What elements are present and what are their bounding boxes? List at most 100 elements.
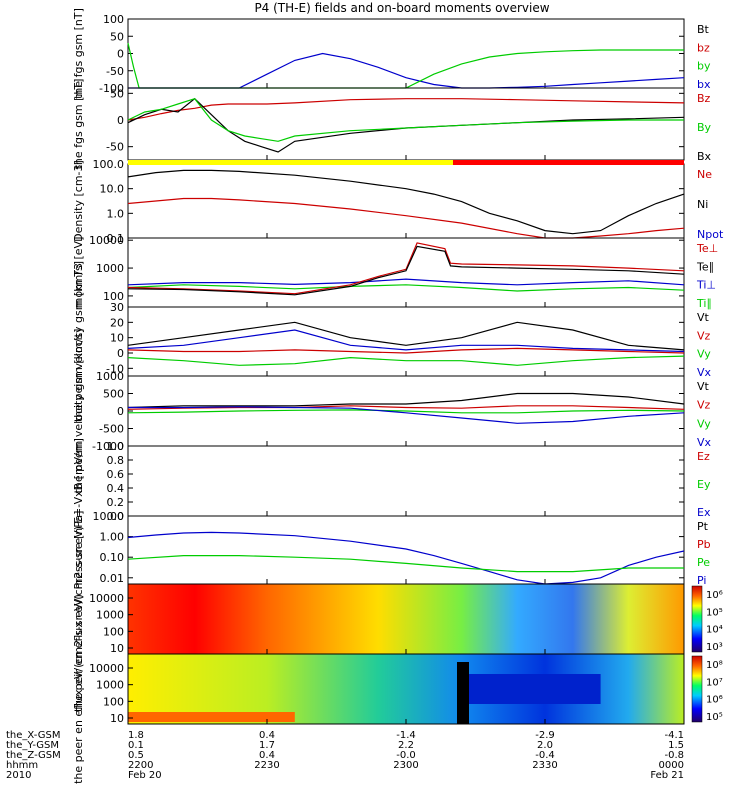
panel-frame [127, 237, 685, 308]
ephemeris-value: 1.5 [668, 740, 684, 751]
series-Te∥-line [127, 245, 685, 296]
panel-1: 100 50 0 -50 -100 the fgs gsm [nT] Bt bz by bx [72, 8, 711, 99]
y-tick-label: 50 [110, 87, 124, 100]
y-axis-label: E=-VxB [mV/m] [72, 438, 85, 524]
series-Pe-line [127, 554, 684, 573]
colorbar-tick-label: 10⁵ [706, 712, 723, 723]
spectrogram-band [128, 712, 295, 722]
legend-entry: Ti∥ [696, 297, 712, 310]
y-axis-label: the fgs gsm [nT] [72, 8, 85, 99]
ephemeris-value: 0.1 [128, 740, 144, 751]
y-tick-label: 10000 [89, 592, 124, 605]
colorbar-tick-label: 10⁷ [706, 677, 723, 688]
y-tick-label: 0.8 [107, 454, 125, 467]
y-tick-label: 0 [117, 114, 124, 127]
y-tick-label: 1.0 [107, 207, 125, 220]
y-tick-label: 20 [110, 316, 124, 329]
series-Ne-line [127, 197, 685, 239]
legend-entry: Vx [697, 366, 712, 379]
panel-7: 1.00.80.60.40.20.0 E=-VxB [mV/m] Ez Ey Ex [72, 438, 711, 524]
y-tick-label: 1000 [96, 609, 124, 622]
colorbar [691, 655, 703, 723]
y-tick-label: 1.00 [100, 531, 125, 544]
y-tick-label: -50 [106, 65, 124, 78]
legend-entry: Vz [697, 329, 711, 342]
colorbar-tick-label: 10³ [706, 642, 723, 653]
y-tick-label: 0.2 [107, 496, 125, 509]
data-gap [457, 662, 469, 724]
legend-entry: Ni [697, 198, 708, 211]
y-tick-label: 0.10 [100, 551, 125, 564]
series-Ti∥-line [127, 284, 685, 292]
legend-entry: Vz [697, 399, 711, 412]
ephemeris-label: the_X-GSM [6, 730, 60, 741]
series-Vz-line [127, 347, 685, 354]
colorbar [691, 585, 703, 653]
y-axis-label: the peir en eflux eV/(cm2-s-sr-eV) [72, 526, 85, 712]
series-Vt-line [127, 392, 685, 409]
y-tick-label: 0 [117, 405, 124, 418]
ephemeris-label: the_Z-GSM [6, 750, 61, 761]
y-tick-label: 10000 [89, 234, 124, 247]
legend-entry: Vt [697, 311, 710, 324]
ephemeris-value: 2230 [254, 760, 279, 771]
panel-9: 10⁶ 10⁵ 10⁴ 10³ 10000 1000 100 10 the peir en ef… [72, 526, 723, 712]
y-tick-label: 100.0 [93, 158, 125, 171]
y-tick-label: 0.6 [107, 468, 125, 481]
series-Bx-line [127, 97, 685, 153]
legend-entry: by [697, 60, 711, 73]
ephemeris-value: 2.0 [537, 740, 553, 751]
y-axis-label: the peer en eflux eV/(cm2-s-sr-eV) [72, 594, 85, 784]
y-axis-label: the peem velocity gsm [km/s] [72, 329, 85, 494]
panel-frame [127, 163, 685, 239]
legend-entry: Pi [697, 574, 706, 587]
series-Vx-line [127, 329, 685, 353]
y-tick-label: 0 [117, 48, 124, 61]
legend-entry: Ti⊥ [696, 279, 716, 292]
y-axis-label: Density [cm-3] [72, 160, 85, 242]
legend-entry: Vt [697, 380, 710, 393]
y-tick-label: 50 [110, 30, 124, 43]
panel-2: 50 0 -50 the fgs gsm [nT] Bz By Bx [72, 79, 712, 170]
quality-flag-red [453, 160, 684, 165]
series-Bz-line [127, 98, 685, 121]
colorbar-tick-label: 10⁴ [706, 625, 723, 636]
ephemeris-value: Feb 21 [650, 770, 684, 781]
y-tick-label: -500 [99, 423, 124, 436]
legend-entry: Vy [697, 348, 711, 361]
y-tick-label: 100 [103, 13, 124, 26]
ephemeris-value: -0.4 [535, 750, 555, 761]
y-tick-label: 0.4 [107, 482, 125, 495]
legend-entry: Te⊥ [696, 242, 718, 255]
legend-entry: bz [697, 41, 710, 54]
legend-entry: Pb [697, 538, 711, 551]
series-Vt-line [127, 321, 685, 351]
y-tick-label: 10.0 [100, 183, 125, 196]
ephemeris-value: 1.8 [128, 730, 144, 741]
series-Vx-line [128, 406, 685, 424]
y-tick-label: 1000 [96, 262, 124, 275]
y-tick-label: -10 [106, 362, 124, 375]
series-Te⊥-line [127, 242, 685, 295]
y-tick-label: 10000 [89, 662, 124, 675]
series-Ni-line [127, 169, 685, 235]
ephemeris-value: 0.4 [259, 750, 275, 761]
legend-entry: Npot [697, 228, 724, 241]
y-axis-label: the fgs gsm [nT] [72, 79, 85, 170]
y-tick-label: 10 [110, 642, 124, 655]
y-tick-label: 100 [103, 695, 124, 708]
colorbar-tick-label: 10⁵ [706, 607, 723, 618]
colorbar-tick-label: 10⁶ [706, 695, 723, 706]
ephemeris-value: -1.4 [396, 730, 416, 741]
y-tick-label: 500 [103, 388, 124, 401]
legend-entry: Bz [697, 92, 711, 105]
series-bx-line [128, 52, 685, 89]
ephemeris-value: -2.9 [535, 730, 555, 741]
spectrogram [128, 584, 684, 654]
legend-entry: Ne [697, 168, 712, 181]
series-Vy-line [127, 409, 685, 414]
y-tick-label: -1000 [92, 440, 124, 453]
legend-entry: Vx [697, 436, 712, 449]
y-axis-label: Pressure [nPa] [72, 511, 85, 590]
